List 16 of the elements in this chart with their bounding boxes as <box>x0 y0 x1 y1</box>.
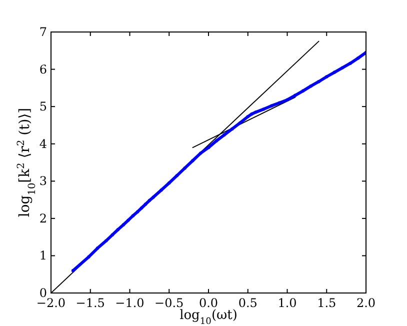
x-tick-label: 0.0 <box>198 296 218 310</box>
y-tick-label: 7 <box>39 25 47 39</box>
x-tick-label: 1.5 <box>317 296 336 310</box>
y-tick-label: 6 <box>39 62 47 76</box>
y-tick-label: 1 <box>39 248 47 263</box>
x-tick-label: −0.5 <box>154 296 184 310</box>
y-tick-label: 3 <box>39 174 47 188</box>
y-tick-label: 4 <box>39 136 48 151</box>
y-tick-label: 5 <box>39 100 47 114</box>
x-tick-label: 0.5 <box>238 296 258 310</box>
x-tick-label: −1.5 <box>76 296 105 310</box>
y-tick-label: 2 <box>39 211 47 226</box>
x-tick-label: 1.0 <box>278 296 297 310</box>
x-axis-title: log$_{10}$(ωt) <box>180 308 238 326</box>
x-tick-label: −1.0 <box>115 296 144 310</box>
x-tick-label: 2.0 <box>356 296 376 310</box>
